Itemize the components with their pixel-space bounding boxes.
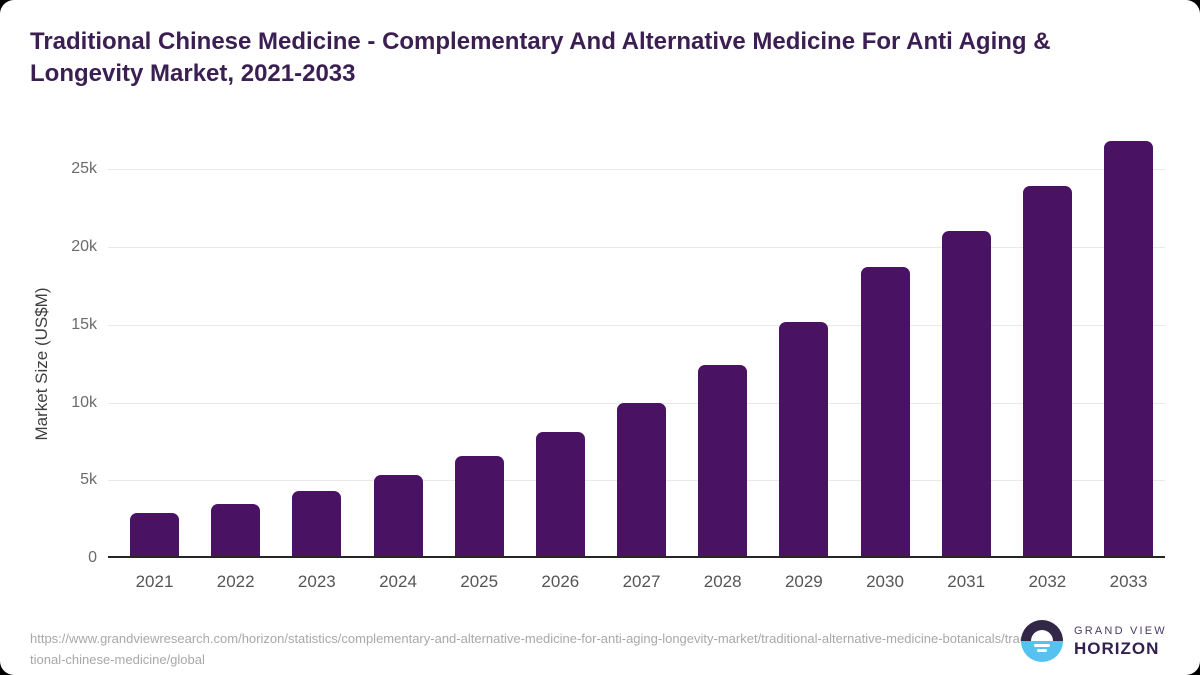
y-tick-label: 0	[88, 549, 97, 566]
gridline-20k	[108, 247, 1165, 249]
bar-2026	[535, 432, 585, 558]
bar-2021	[130, 512, 179, 558]
bar-2024	[373, 474, 423, 558]
x-tick-label-2027: 2027	[622, 572, 661, 591]
icon-reflection-line-2	[1037, 649, 1047, 652]
x-tick-label-2032: 2032	[1028, 572, 1067, 591]
x-axis-line	[108, 556, 1165, 558]
page-title: Traditional Chinese Medicine - Complemen…	[30, 28, 1051, 87]
x-tick-label-2033: 2033	[1109, 572, 1148, 591]
bar-2027	[617, 402, 667, 558]
source-url: https://www.grandviewresearch.com/horizo…	[30, 631, 1030, 667]
x-tick-label-2026: 2026	[541, 572, 580, 591]
y-tick-label: 15k	[71, 315, 97, 333]
x-tick-label-2031: 2031	[947, 572, 986, 591]
logo-wordmark: GRAND VIEW HORIZON	[1074, 625, 1167, 659]
icon-reflection-line-1	[1034, 644, 1050, 647]
bar-2033	[1104, 140, 1154, 558]
bar-2032	[1022, 186, 1072, 558]
x-tick-label-2029: 2029	[784, 572, 823, 591]
x-tick-label-2028: 2028	[703, 572, 742, 591]
bar-2030	[860, 267, 910, 558]
bar-2025	[454, 456, 504, 558]
gridline-25k	[108, 169, 1165, 171]
bar-2029	[779, 321, 829, 558]
y-tick-label: 10k	[71, 393, 97, 411]
bar-2028	[698, 365, 748, 558]
bar-2022	[211, 503, 261, 558]
y-tick-label: 5k	[80, 471, 97, 489]
logo-brand-top: GRAND VIEW	[1074, 625, 1167, 637]
y-tick-label: 25k	[71, 160, 97, 178]
gridline-15k	[108, 324, 1165, 326]
logo-brand-bottom: HORIZON	[1074, 639, 1160, 658]
x-tick-label-2021: 2021	[135, 572, 174, 591]
bar-2031	[941, 230, 991, 558]
x-tick-label-2025: 2025	[460, 572, 499, 591]
x-tick-label-2030: 2030	[866, 572, 904, 591]
y-tick-label: 20k	[71, 238, 97, 256]
horizon-sun-icon	[1021, 620, 1063, 662]
x-tick-label-2022: 2022	[216, 572, 255, 591]
x-tick-label-2024: 2024	[379, 572, 417, 591]
y-axis-title: Market Size (US$M)	[32, 287, 51, 441]
x-tick-label-2023: 2023	[297, 572, 336, 591]
grandview-horizon-logo: GRAND VIEW HORIZON	[1021, 620, 1181, 664]
icon-sun-dome	[1031, 630, 1053, 641]
bar-2023	[292, 491, 342, 558]
